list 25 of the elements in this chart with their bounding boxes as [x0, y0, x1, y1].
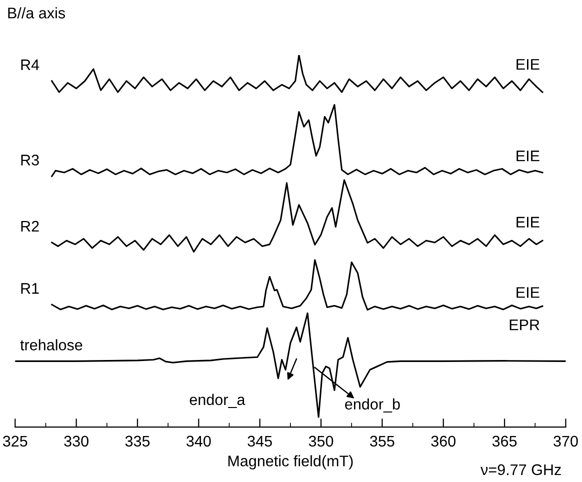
annotation: endor_a	[190, 394, 246, 408]
series-label: R4	[21, 60, 40, 70]
annotation: EPR	[510, 320, 540, 330]
series-label: R1	[21, 283, 39, 294]
x-tick-label: 360	[431, 436, 456, 447]
x-tick-label: 330	[64, 436, 88, 447]
annotation: EIE	[516, 287, 540, 298]
x-tick-label: 350	[308, 436, 334, 447]
series-label: R2	[21, 220, 39, 232]
x-tick-label: 345	[248, 436, 272, 447]
annotation: EIE	[516, 150, 540, 162]
x-tick-label: 355	[370, 436, 394, 447]
x-axis-title: Magnetic field(mT)	[228, 455, 353, 470]
x-tick-label: 340	[186, 436, 211, 447]
x-tick-label: 325	[2, 436, 28, 447]
series-label: trehalose	[20, 339, 82, 350]
x-tick-label: 370	[554, 436, 578, 447]
x-tick-label: 365	[492, 436, 517, 447]
annotation: endor_b	[345, 398, 400, 412]
x-tick-label: 335	[125, 436, 150, 447]
text: B//a axis	[8, 7, 66, 18]
annotation: EIE	[516, 216, 540, 228]
text: ν=9.77 GHz	[480, 464, 561, 476]
annotation: EIE	[516, 59, 540, 70]
series-label: R3	[21, 154, 39, 166]
